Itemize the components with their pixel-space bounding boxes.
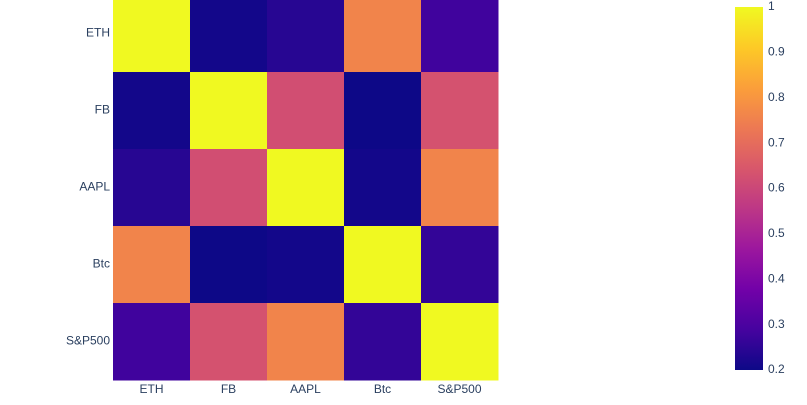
heatmap-cell (267, 0, 345, 73)
heatmap-cell (344, 72, 422, 150)
colorbar-tick-label: 1 (768, 0, 775, 13)
heatmap-cell (190, 303, 268, 381)
heatmap-cell (190, 149, 268, 227)
x-tick-label: ETH (140, 382, 164, 396)
x-tick-label: S&P500 (437, 382, 481, 396)
heatmap-cell (190, 226, 268, 304)
heatmap-cell (344, 149, 422, 227)
y-tick-label: AAPL (79, 180, 110, 194)
heatmap-cell (421, 0, 499, 73)
heatmap-cell (113, 72, 191, 150)
heatmap-cell (421, 72, 499, 150)
heatmap-cell (344, 303, 422, 381)
colorbar-tick-label: 0.8 (768, 90, 785, 104)
y-tick-label: Btc (93, 257, 110, 271)
heatmap-cell (113, 303, 191, 381)
x-tick-label: Btc (374, 382, 391, 396)
y-tick-label: S&P500 (66, 334, 110, 348)
heatmap-cell (421, 149, 499, 227)
heatmap-cell (267, 72, 345, 150)
heatmap-cell (113, 149, 191, 227)
colorbar-tick-label: 0.2 (768, 362, 785, 376)
colorbar-tick-label: 0.9 (768, 45, 785, 59)
heatmap-cell (421, 226, 499, 304)
heatmap-cell (267, 303, 345, 381)
heatmap-cell (344, 0, 422, 73)
heatmap-cell (190, 72, 268, 150)
colorbar-tick-label: 0.5 (768, 226, 785, 240)
colorbar (735, 7, 763, 370)
y-tick-label: FB (95, 103, 110, 117)
x-tick-label: FB (221, 382, 236, 396)
heatmap-cell (113, 0, 191, 73)
x-tick-label: AAPL (290, 382, 321, 396)
heatmap-cell (421, 303, 499, 381)
colorbar-tick-label: 0.3 (768, 317, 785, 331)
colorbar-tick-label: 0.4 (768, 271, 785, 285)
heatmap-cell (267, 226, 345, 304)
y-tick-label: ETH (86, 26, 110, 40)
colorbar-tick-label: 0.6 (768, 181, 785, 195)
heatmap-cell (344, 226, 422, 304)
heatmap-cell (267, 149, 345, 227)
heatmap-cell (190, 0, 268, 73)
heatmap-cell (113, 226, 191, 304)
colorbar-tick-label: 0.7 (768, 135, 785, 149)
